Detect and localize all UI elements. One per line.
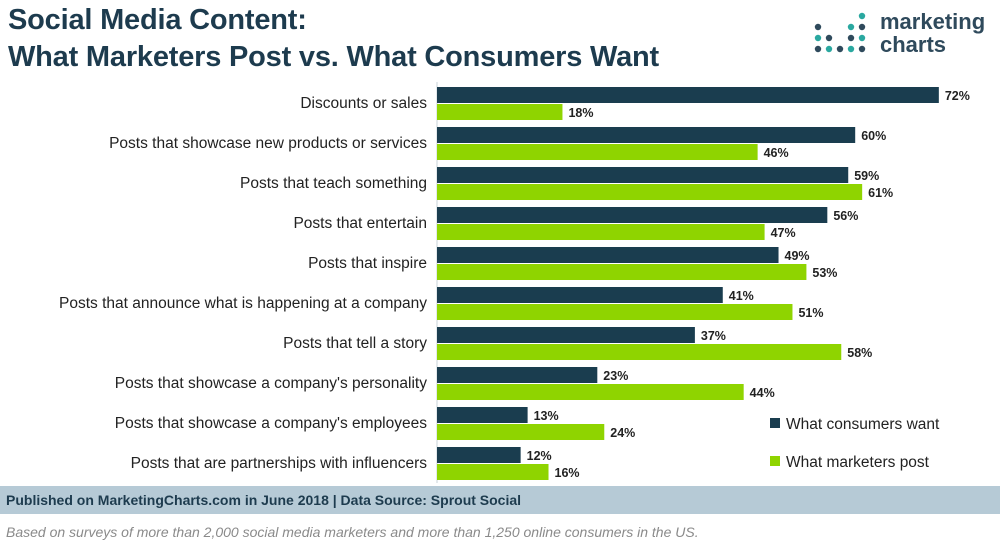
bar-marketers [437, 304, 793, 320]
logo-word-2: charts [880, 32, 947, 57]
data-label: 24% [610, 426, 635, 440]
category-label: Posts that inspire [308, 255, 427, 272]
bar-marketers [437, 464, 549, 480]
legend-swatch-marketers [770, 456, 780, 466]
bar-marketers [437, 184, 863, 200]
data-label: 58% [847, 346, 872, 360]
bar-chart: Discounts or sales 72% 18% Posts that showc… [59, 82, 970, 483]
bar-consumers [437, 87, 939, 103]
logo-dot [825, 45, 833, 53]
data-label: 41% [729, 289, 754, 303]
bar-consumers [437, 327, 695, 343]
category-label: Posts that teach something [240, 175, 427, 192]
source-footer: Published on MarketingCharts.com in June… [0, 486, 1000, 514]
logo-dot [858, 23, 866, 31]
data-label: 60% [861, 129, 886, 143]
logo-dot [814, 34, 822, 42]
data-label: 59% [854, 169, 879, 183]
bar-consumers [437, 247, 779, 263]
legend-label-consumers: What consumers want [786, 416, 940, 433]
data-label: 46% [764, 146, 789, 160]
bar-consumers [437, 207, 828, 223]
chart-title-line-2: What Marketers Post vs. What Consumers W… [8, 41, 660, 73]
logo-wordmark: marketing charts [880, 10, 985, 56]
category-label: Posts that showcase a company's personal… [115, 375, 428, 392]
data-label: 16% [555, 466, 580, 480]
data-label: 18% [568, 106, 593, 120]
bar-marketers [437, 104, 563, 120]
chart-title-line-1: Social Media Content: [8, 4, 307, 36]
marketingcharts-logo-icon [814, 12, 866, 53]
logo-dot [858, 12, 866, 20]
data-label: 12% [527, 449, 552, 463]
data-label: 23% [603, 369, 628, 383]
bar-marketers [437, 424, 605, 440]
logo-dot [858, 45, 866, 53]
data-label: 53% [812, 266, 837, 280]
legend-label-marketers: What marketers post [786, 454, 930, 471]
bar-consumers [437, 287, 723, 303]
data-label: 61% [868, 186, 893, 200]
category-label: Posts that showcase new products or serv… [109, 135, 427, 152]
category-label: Discounts or sales [300, 95, 427, 112]
bar-consumers [437, 407, 528, 423]
data-label: 44% [750, 386, 775, 400]
logo-dot [814, 45, 822, 53]
logo-dot [814, 23, 822, 31]
logo-dot [847, 23, 855, 31]
logo-dot [847, 34, 855, 42]
logo-dot [825, 34, 833, 42]
logo-dot [847, 45, 855, 53]
bar-consumers [437, 167, 849, 183]
bar-marketers [437, 224, 765, 240]
survey-note: Based on surveys of more than 2,000 soci… [6, 524, 699, 540]
bar-consumers [437, 127, 856, 143]
data-label: 47% [771, 226, 796, 240]
bar-consumers [437, 447, 521, 463]
chart-title: Social Media Content: What Marketers Pos… [8, 2, 659, 76]
data-label: 37% [701, 329, 726, 343]
category-label: Posts that entertain [293, 215, 427, 232]
logo-word-1: marketing [880, 9, 986, 34]
bar-marketers [437, 344, 842, 360]
bar-marketers [437, 384, 744, 400]
bar-marketers [437, 144, 758, 160]
bar-marketers [437, 264, 807, 280]
category-label: Posts that tell a story [283, 335, 427, 352]
data-label: 13% [534, 409, 559, 423]
logo-dot [858, 34, 866, 42]
data-label: 56% [833, 209, 858, 223]
logo-dot [836, 45, 844, 53]
data-label: 49% [785, 249, 810, 263]
data-label: 72% [945, 89, 970, 103]
category-label: Posts that showcase a company's employee… [115, 415, 428, 432]
category-label: Posts that announce what is happening at… [59, 295, 427, 312]
legend-swatch-consumers [770, 418, 780, 428]
data-label: 51% [798, 306, 823, 320]
category-label: Posts that are partnerships with influen… [131, 455, 428, 472]
bar-consumers [437, 367, 598, 383]
